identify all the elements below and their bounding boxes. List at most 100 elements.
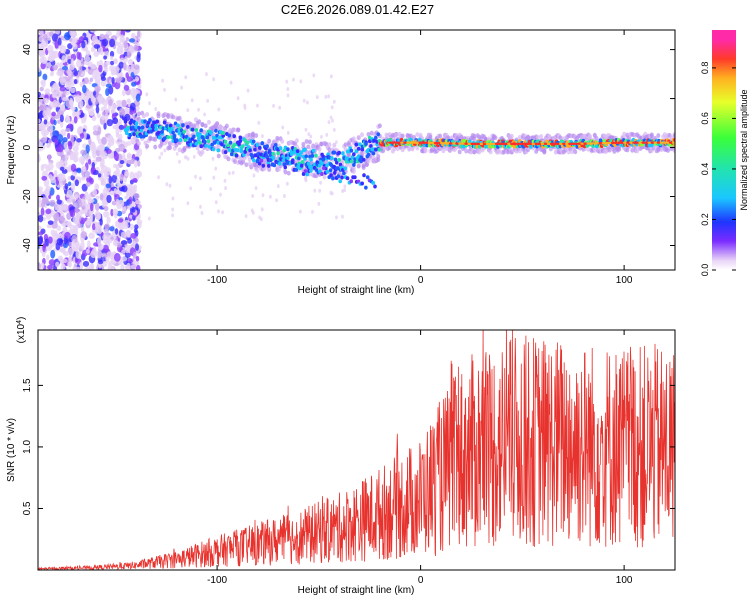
heatmap-cell — [44, 88, 51, 94]
heatmap-cell — [116, 30, 120, 36]
heatmap-cell — [65, 80, 71, 90]
heatmap-cell — [73, 116, 78, 124]
heatmap-cell — [303, 169, 308, 174]
heatmap-cell — [120, 186, 125, 192]
heatmap-cell — [290, 160, 295, 165]
heatmap-cell — [90, 63, 97, 70]
heatmap-cell — [171, 213, 175, 218]
snr-y-tick-label: 1.5 — [22, 378, 33, 392]
heatmap-cell — [200, 210, 204, 215]
heatmap-cell — [485, 142, 490, 146]
heatmap-cell — [118, 124, 125, 130]
heatmap-cell — [516, 142, 521, 146]
heatmap-cell — [164, 138, 169, 144]
heatmap-cell — [69, 64, 75, 71]
heatmap-cell — [170, 126, 174, 131]
heatmap-cell — [273, 143, 278, 148]
heatmap-cell — [57, 134, 64, 143]
heatmap-cell — [526, 135, 531, 141]
heatmap-cell — [118, 143, 125, 152]
heatmap-cell — [59, 159, 64, 167]
heatmap-cell — [234, 153, 239, 158]
heatmap-cell — [212, 77, 216, 82]
heatmap-cell — [415, 141, 420, 144]
heatmap-cell — [172, 133, 177, 138]
heatmap-cell — [216, 153, 221, 159]
heatmap-cell — [52, 64, 58, 71]
heatmap-cell — [539, 134, 544, 139]
heatmap-cell — [206, 98, 210, 103]
heatmap-cell — [38, 225, 42, 231]
heatmap-cell — [573, 149, 578, 155]
heatmap-cell — [214, 128, 218, 133]
heatmap-cell — [134, 76, 139, 82]
spectrogram-y-tick-label: 40 — [22, 44, 33, 56]
heatmap-cell — [53, 213, 60, 222]
heatmap-cell — [44, 188, 50, 197]
heatmap-cell — [41, 56, 47, 65]
heatmap-cell — [126, 230, 131, 238]
heatmap-cell — [452, 142, 457, 145]
heatmap-cell — [64, 128, 71, 133]
snr-x-tick-label: -100 — [207, 575, 227, 586]
heatmap-cell — [109, 226, 115, 232]
heatmap-cell — [226, 156, 231, 162]
heatmap-cell — [537, 142, 542, 146]
colorbar-tick-label: 0.8 — [700, 62, 710, 75]
heatmap-cell — [103, 55, 107, 60]
heatmap-cell — [617, 141, 622, 144]
heatmap-cell — [115, 132, 120, 139]
heatmap-cell — [361, 165, 366, 170]
heatmap-cell — [82, 84, 87, 94]
heatmap-cell — [206, 119, 211, 125]
heatmap-cell — [629, 141, 634, 144]
heatmap-cell — [83, 131, 87, 140]
heatmap-cell — [77, 198, 82, 203]
heatmap-cell — [329, 74, 333, 79]
heatmap-cell — [85, 248, 90, 254]
heatmap-cell — [97, 173, 102, 178]
heatmap-cell — [66, 198, 72, 204]
heatmap-cell — [91, 70, 98, 80]
heatmap-cell — [193, 117, 198, 123]
heatmap-cell — [271, 151, 276, 156]
heatmap-cell — [196, 136, 201, 141]
heatmap-cell — [112, 117, 119, 125]
heatmap-cell — [327, 120, 331, 125]
heatmap-cell — [194, 141, 199, 146]
heatmap-cell — [194, 174, 197, 179]
heatmap-cell — [192, 134, 196, 139]
heatmap-cell — [90, 166, 95, 173]
heatmap-cell — [197, 107, 200, 112]
heatmap-cell — [365, 175, 370, 180]
heatmap-cell — [113, 188, 118, 194]
heatmap-cell — [362, 173, 366, 178]
heatmap-cell — [424, 141, 429, 144]
heatmap-cell — [238, 135, 243, 140]
heatmap-cell — [101, 115, 106, 120]
heatmap-cell — [115, 168, 121, 177]
spectrogram-x-tick-label: -100 — [207, 275, 227, 286]
heatmap-cell — [104, 231, 110, 237]
heatmap-cell — [613, 141, 618, 145]
heatmap-cell — [672, 133, 675, 139]
heatmap-cell — [69, 78, 75, 85]
heatmap-cell — [40, 262, 45, 269]
heatmap-cell — [121, 89, 126, 97]
heatmap-cell — [307, 139, 312, 145]
heatmap-cell — [280, 138, 285, 144]
heatmap-cell — [592, 148, 597, 153]
heatmap-cell — [236, 127, 241, 133]
heatmap-cell — [337, 157, 342, 162]
heatmap-cell — [79, 132, 85, 139]
heatmap-cell — [668, 141, 673, 144]
heatmap-cell — [275, 198, 278, 203]
heatmap-cell — [224, 123, 229, 129]
heatmap-cell — [635, 145, 640, 151]
heatmap-cell — [286, 93, 290, 98]
heatmap-cell — [192, 154, 196, 159]
heatmap-cell — [327, 147, 332, 152]
heatmap-cell — [446, 135, 451, 141]
heatmap-cell — [157, 135, 162, 140]
heatmap-cell — [99, 193, 104, 201]
